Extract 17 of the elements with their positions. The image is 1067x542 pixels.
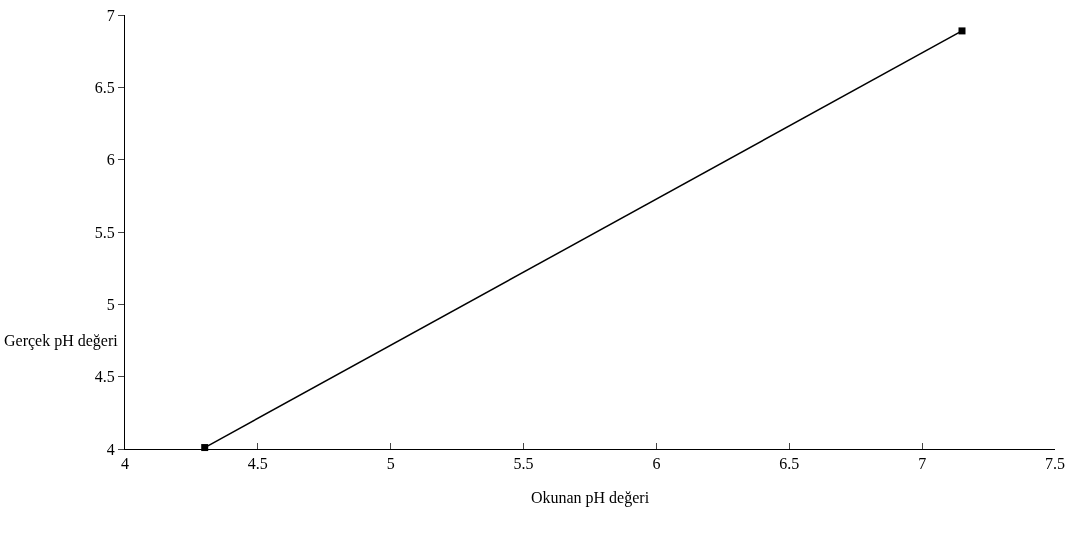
x-tick-label: 6: [652, 455, 661, 473]
y-tick-label: 4.5: [94, 368, 115, 386]
x-tick-label: 5.5: [513, 455, 534, 473]
x-tick-label: 5: [386, 455, 395, 473]
y-tick-label: 6: [106, 151, 115, 169]
x-tick-label: 4: [121, 455, 129, 473]
x-tick-label: 6.5: [779, 455, 800, 473]
y-tick-label: 6.5: [94, 78, 115, 96]
y-tick-label: 4: [106, 440, 115, 458]
x-tick-label: 4.5: [247, 455, 268, 473]
y-tick-label: 7: [106, 6, 115, 24]
x-tick-label: 7.5: [1045, 455, 1065, 473]
y-tick-label: 5.5: [94, 223, 115, 241]
x-axis-title: Okunan pH değeri: [530, 488, 650, 507]
y-axis-title: Gerçek pH değeri: [4, 332, 119, 350]
y-tick-label: 5: [106, 295, 115, 313]
x-tick-label: 7: [918, 455, 927, 473]
